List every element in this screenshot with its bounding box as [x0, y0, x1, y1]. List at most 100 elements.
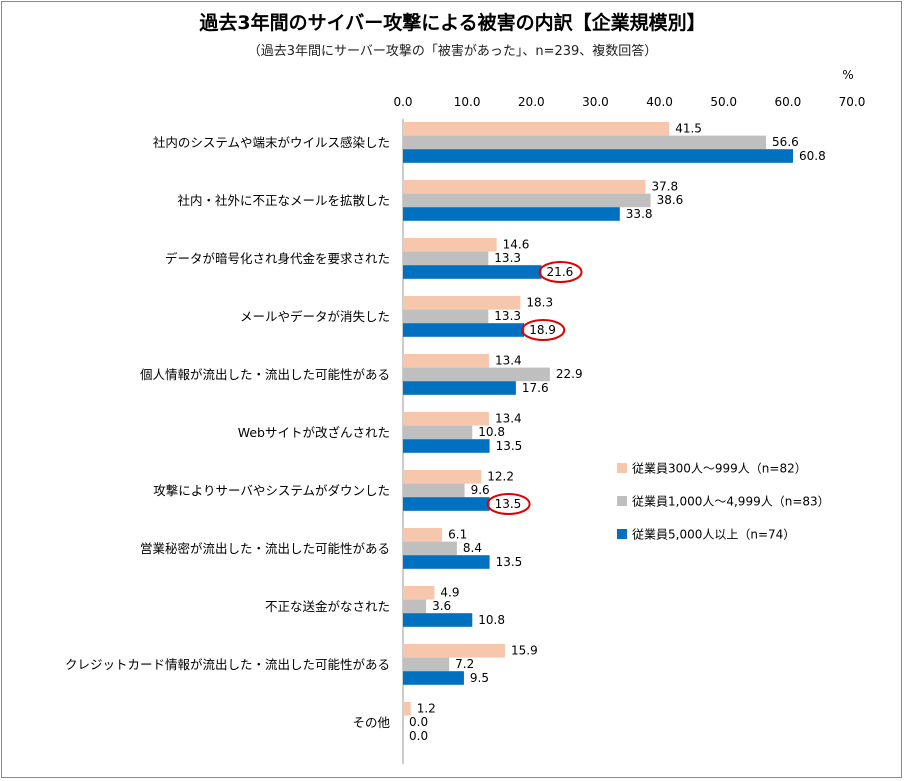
data-label: 18.9 — [529, 323, 556, 337]
data-label: 37.8 — [651, 180, 678, 194]
category-label: 攻撃によりサーバやシステムがダウンした — [153, 483, 390, 498]
data-label: 38.6 — [657, 193, 684, 207]
data-label: 6.1 — [448, 528, 467, 542]
highlight-ellipse — [486, 493, 531, 515]
data-label: 21.6 — [547, 265, 574, 279]
data-label: 13.3 — [494, 251, 521, 265]
data-label: 13.5 — [496, 555, 523, 569]
bars — [403, 122, 793, 716]
bar — [403, 238, 497, 252]
bar — [403, 309, 489, 324]
highlight-ellipse — [521, 319, 566, 341]
x-axis-ticks: 0.0 10.0 20.0 30.0 40.0 50.0 60.0 70.0 — [393, 95, 865, 109]
category-label: 社内のシステムや端末がウイルス感染した — [153, 135, 390, 150]
category-label: 不正な送金がなされた — [265, 599, 390, 614]
data-label: 56.6 — [772, 135, 799, 149]
legend: 従業員300人～999人（n=82） 従業員1,000人～4,999人（n=83）… — [617, 462, 830, 542]
bar — [403, 296, 521, 310]
bar — [403, 657, 450, 672]
legend-swatch — [617, 496, 627, 506]
bar — [403, 425, 473, 440]
x-tick-label: 30.0 — [582, 95, 609, 109]
value-labels: 41.5 37.8 14.6 18.3 13.4 13.4 12.2 6.1 4.9 15.9 1.… — [409, 122, 826, 743]
bar — [403, 586, 435, 600]
x-tick-label: 70.0 — [839, 95, 866, 109]
data-label: 13.4 — [495, 354, 522, 368]
x-tick-label: 50.0 — [710, 95, 737, 109]
x-tick-label: 60.0 — [774, 95, 801, 109]
data-label: 13.5 — [496, 439, 523, 453]
data-label: 7.2 — [455, 657, 474, 671]
category-label: 個人情報が流出した・流出した可能性がある — [140, 367, 390, 382]
data-label: 9.6 — [471, 483, 490, 497]
bar — [403, 367, 550, 382]
category-label: データが暗号化され身代金を要求された — [165, 251, 390, 266]
data-label: 41.5 — [675, 122, 702, 136]
data-label: 3.6 — [432, 599, 451, 613]
bar — [403, 122, 670, 136]
category-label: Webサイトが改ざんされた — [238, 425, 390, 440]
legend-label: 従業員1,000人～4,999人（n=83） — [632, 495, 830, 509]
bar — [403, 613, 473, 627]
data-label: 13.5 — [495, 497, 522, 511]
data-label: 10.8 — [478, 425, 505, 439]
bar — [403, 265, 542, 279]
category-label: 社内・社外に不正なメールを拡散した — [177, 193, 390, 208]
data-label: 8.4 — [463, 541, 482, 555]
legend-label: 従業員5,000人以上（n=74） — [632, 528, 795, 542]
bar — [403, 323, 525, 337]
x-tick-label: 40.0 — [646, 95, 673, 109]
data-label: 10.8 — [478, 613, 505, 627]
x-tick-label: 0.0 — [393, 95, 412, 109]
data-label: 18.3 — [526, 296, 553, 310]
bar — [403, 702, 411, 716]
category-label: その他 — [352, 715, 390, 730]
data-label: 13.3 — [494, 309, 521, 323]
bar — [403, 135, 767, 150]
data-label: 4.9 — [440, 586, 459, 600]
chart-subtitle: （過去3年間にサーバー攻撃の「被害があった」、n=239、複数回答） — [247, 44, 658, 59]
chart-title: 過去3年間のサイバー攻撃による被害の内訳【企業規模別】 — [199, 12, 706, 34]
bar — [403, 193, 651, 208]
unit-label: % — [842, 68, 853, 82]
data-label: 60.8 — [799, 149, 826, 163]
bar — [403, 180, 646, 194]
bar — [403, 483, 465, 498]
bar — [403, 381, 516, 395]
legend-swatch — [617, 529, 627, 539]
category-label: 営業秘密が流出した・流出した可能性がある — [140, 541, 390, 556]
category-labels: 社内のシステムや端末がウイルス感染した社内・社外に不正なメールを拡散したデータが… — [65, 135, 391, 730]
x-tick-label: 20.0 — [518, 95, 545, 109]
bar — [403, 671, 464, 685]
bar — [403, 439, 490, 453]
bar — [403, 149, 793, 163]
data-label: 0.0 — [409, 729, 428, 743]
data-label: 9.5 — [470, 671, 489, 685]
x-tick-label: 10.0 — [454, 95, 481, 109]
data-label: 22.9 — [556, 367, 583, 381]
data-label: 17.6 — [522, 381, 549, 395]
category-label: クレジットカード情報が流出した・流出した可能性がある — [65, 657, 390, 672]
data-label: 0.0 — [409, 715, 428, 729]
legend-label: 従業員300人～999人（n=82） — [632, 462, 807, 476]
legend-swatch — [617, 463, 627, 473]
bar — [403, 599, 427, 614]
bar — [403, 541, 457, 556]
bar — [403, 207, 620, 221]
highlight-ellipse — [538, 261, 583, 283]
data-label: 33.8 — [626, 207, 653, 221]
data-label: 15.9 — [511, 644, 538, 658]
bar — [403, 251, 489, 266]
bar — [403, 528, 443, 542]
data-label: 13.4 — [495, 412, 522, 426]
bar — [403, 555, 490, 569]
bar — [403, 644, 505, 658]
data-label: 14.6 — [503, 238, 530, 252]
data-label: 12.2 — [487, 470, 514, 484]
bar — [403, 497, 490, 511]
bar — [403, 354, 489, 368]
bar — [403, 412, 489, 426]
data-label: 1.2 — [417, 702, 436, 716]
